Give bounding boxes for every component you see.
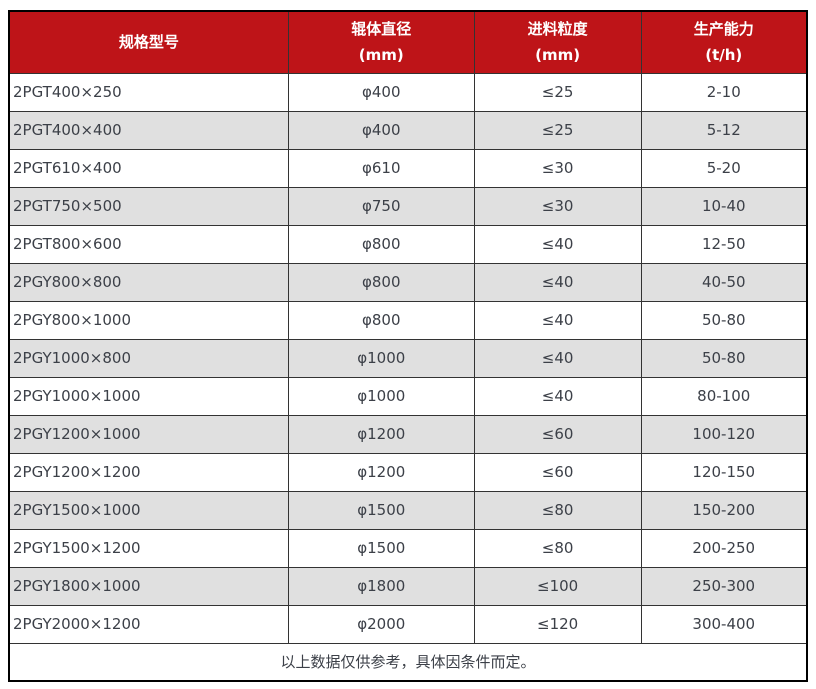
cell-roller-diameter: φ1200 — [287, 414, 475, 454]
spec-table-body: 2PGT400×250 φ400 ≤25 2-10 2PGT400×400 φ400 ≤25… — [8, 72, 808, 644]
cell-capacity: 40-50 — [640, 262, 808, 302]
cell-model: 2PGT750×500 — [8, 186, 289, 226]
cell-model: 2PGY1000×1000 — [8, 376, 289, 416]
table-row: 2PGY1000×800 φ1000 ≤40 50-80 — [8, 338, 808, 378]
column-header-model-label: 规格型号 — [118, 33, 179, 52]
cell-capacity: 5-20 — [640, 148, 808, 188]
cell-feed-size: ≤60 — [473, 414, 642, 454]
column-header-feed-size: 进料粒度 (mm) — [473, 10, 642, 74]
table-row: 2PGT610×400 φ610 ≤30 5-20 — [8, 148, 808, 188]
cell-capacity: 2-10 — [640, 72, 808, 112]
table-row: 2PGY800×1000 φ800 ≤40 50-80 — [8, 300, 808, 340]
cell-capacity: 120-150 — [640, 452, 808, 492]
footnote-text: 以上数据仅供参考，具体因条件而定。 — [8, 642, 808, 682]
table-row: 2PGT400×400 φ400 ≤25 5-12 — [8, 110, 808, 150]
cell-roller-diameter: φ2000 — [287, 604, 475, 644]
cell-capacity: 100-120 — [640, 414, 808, 454]
table-row: 2PGT750×500 φ750 ≤30 10-40 — [8, 186, 808, 226]
cell-feed-size: ≤30 — [473, 148, 642, 188]
cell-model: 2PGT400×400 — [8, 110, 289, 150]
cell-feed-size: ≤30 — [473, 186, 642, 226]
cell-feed-size: ≤60 — [473, 452, 642, 492]
cell-capacity: 50-80 — [640, 300, 808, 340]
table-row: 2PGT400×250 φ400 ≤25 2-10 — [8, 72, 808, 112]
cell-model: 2PGT400×250 — [8, 72, 289, 112]
column-header-roller-diameter-unit: (mm) — [358, 46, 404, 65]
cell-feed-size: ≤100 — [473, 566, 642, 606]
cell-roller-diameter: φ400 — [287, 110, 475, 150]
cell-roller-diameter: φ1500 — [287, 490, 475, 530]
cell-model: 2PGY800×1000 — [8, 300, 289, 340]
cell-capacity: 80-100 — [640, 376, 808, 416]
cell-capacity: 5-12 — [640, 110, 808, 150]
cell-roller-diameter: φ610 — [287, 148, 475, 188]
cell-model: 2PGY800×800 — [8, 262, 289, 302]
cell-model: 2PGY1800×1000 — [8, 566, 289, 606]
header-row: 规格型号 辊体直径 (mm) 进料粒度 (mm) 生产能力 (t/h) — [8, 10, 808, 74]
cell-model: 2PGY1200×1200 — [8, 452, 289, 492]
column-header-roller-diameter-label: 辊体直径 — [351, 20, 412, 39]
table-row: 2PGY1800×1000 φ1800 ≤100 250-300 — [8, 566, 808, 606]
column-header-roller-diameter: 辊体直径 (mm) — [287, 10, 475, 74]
cell-model: 2PGY2000×1200 — [8, 604, 289, 644]
cell-capacity: 200-250 — [640, 528, 808, 568]
cell-feed-size: ≤80 — [473, 490, 642, 530]
column-header-capacity: 生产能力 (t/h) — [640, 10, 808, 74]
cell-feed-size: ≤25 — [473, 110, 642, 150]
cell-roller-diameter: φ800 — [287, 262, 475, 302]
cell-feed-size: ≤40 — [473, 376, 642, 416]
cell-model: 2PGT610×400 — [8, 148, 289, 188]
table-row: 2PGY1500×1200 φ1500 ≤80 200-250 — [8, 528, 808, 568]
cell-roller-diameter: φ1000 — [287, 338, 475, 378]
table-row: 2PGY1500×1000 φ1500 ≤80 150-200 — [8, 490, 808, 530]
cell-roller-diameter: φ800 — [287, 224, 475, 264]
cell-feed-size: ≤40 — [473, 224, 642, 264]
column-header-feed-size-unit: (mm) — [535, 46, 581, 65]
cell-roller-diameter: φ800 — [287, 300, 475, 340]
cell-feed-size: ≤40 — [473, 300, 642, 340]
table-row: 2PGY2000×1200 φ2000 ≤120 300-400 — [8, 604, 808, 644]
column-header-feed-size-label: 进料粒度 — [527, 20, 588, 39]
cell-model: 2PGY1200×1000 — [8, 414, 289, 454]
table-row: 2PGT800×600 φ800 ≤40 12-50 — [8, 224, 808, 264]
cell-feed-size: ≤40 — [473, 338, 642, 378]
cell-feed-size: ≤40 — [473, 262, 642, 302]
cell-roller-diameter: φ1000 — [287, 376, 475, 416]
cell-capacity: 12-50 — [640, 224, 808, 264]
table-row: 2PGY1200×1200 φ1200 ≤60 120-150 — [8, 452, 808, 492]
cell-roller-diameter: φ1200 — [287, 452, 475, 492]
cell-feed-size: ≤80 — [473, 528, 642, 568]
cell-roller-diameter: φ1800 — [287, 566, 475, 606]
cell-capacity: 250-300 — [640, 566, 808, 606]
column-header-model: 规格型号 — [8, 10, 289, 74]
spec-table: 规格型号 辊体直径 (mm) 进料粒度 (mm) 生产能力 (t/h) 2PGT… — [8, 10, 808, 682]
cell-capacity: 50-80 — [640, 338, 808, 378]
column-header-capacity-label: 生产能力 — [693, 20, 754, 39]
spec-table-header: 规格型号 辊体直径 (mm) 进料粒度 (mm) 生产能力 (t/h) — [8, 10, 808, 74]
table-row: 2PGY800×800 φ800 ≤40 40-50 — [8, 262, 808, 302]
cell-model: 2PGY1500×1000 — [8, 490, 289, 530]
spec-table-container: 规格型号 辊体直径 (mm) 进料粒度 (mm) 生产能力 (t/h) 2PGT… — [8, 10, 808, 682]
footnote-row: 以上数据仅供参考，具体因条件而定。 — [8, 642, 808, 682]
cell-capacity: 150-200 — [640, 490, 808, 530]
table-row: 2PGY1200×1000 φ1200 ≤60 100-120 — [8, 414, 808, 454]
column-header-capacity-unit: (t/h) — [705, 46, 743, 65]
cell-feed-size: ≤120 — [473, 604, 642, 644]
cell-model: 2PGT800×600 — [8, 224, 289, 264]
cell-roller-diameter: φ1500 — [287, 528, 475, 568]
cell-feed-size: ≤25 — [473, 72, 642, 112]
cell-model: 2PGY1500×1200 — [8, 528, 289, 568]
table-row: 2PGY1000×1000 φ1000 ≤40 80-100 — [8, 376, 808, 416]
cell-capacity: 10-40 — [640, 186, 808, 226]
cell-roller-diameter: φ750 — [287, 186, 475, 226]
cell-roller-diameter: φ400 — [287, 72, 475, 112]
spec-table-footer: 以上数据仅供参考，具体因条件而定。 — [8, 642, 808, 682]
cell-capacity: 300-400 — [640, 604, 808, 644]
cell-model: 2PGY1000×800 — [8, 338, 289, 378]
